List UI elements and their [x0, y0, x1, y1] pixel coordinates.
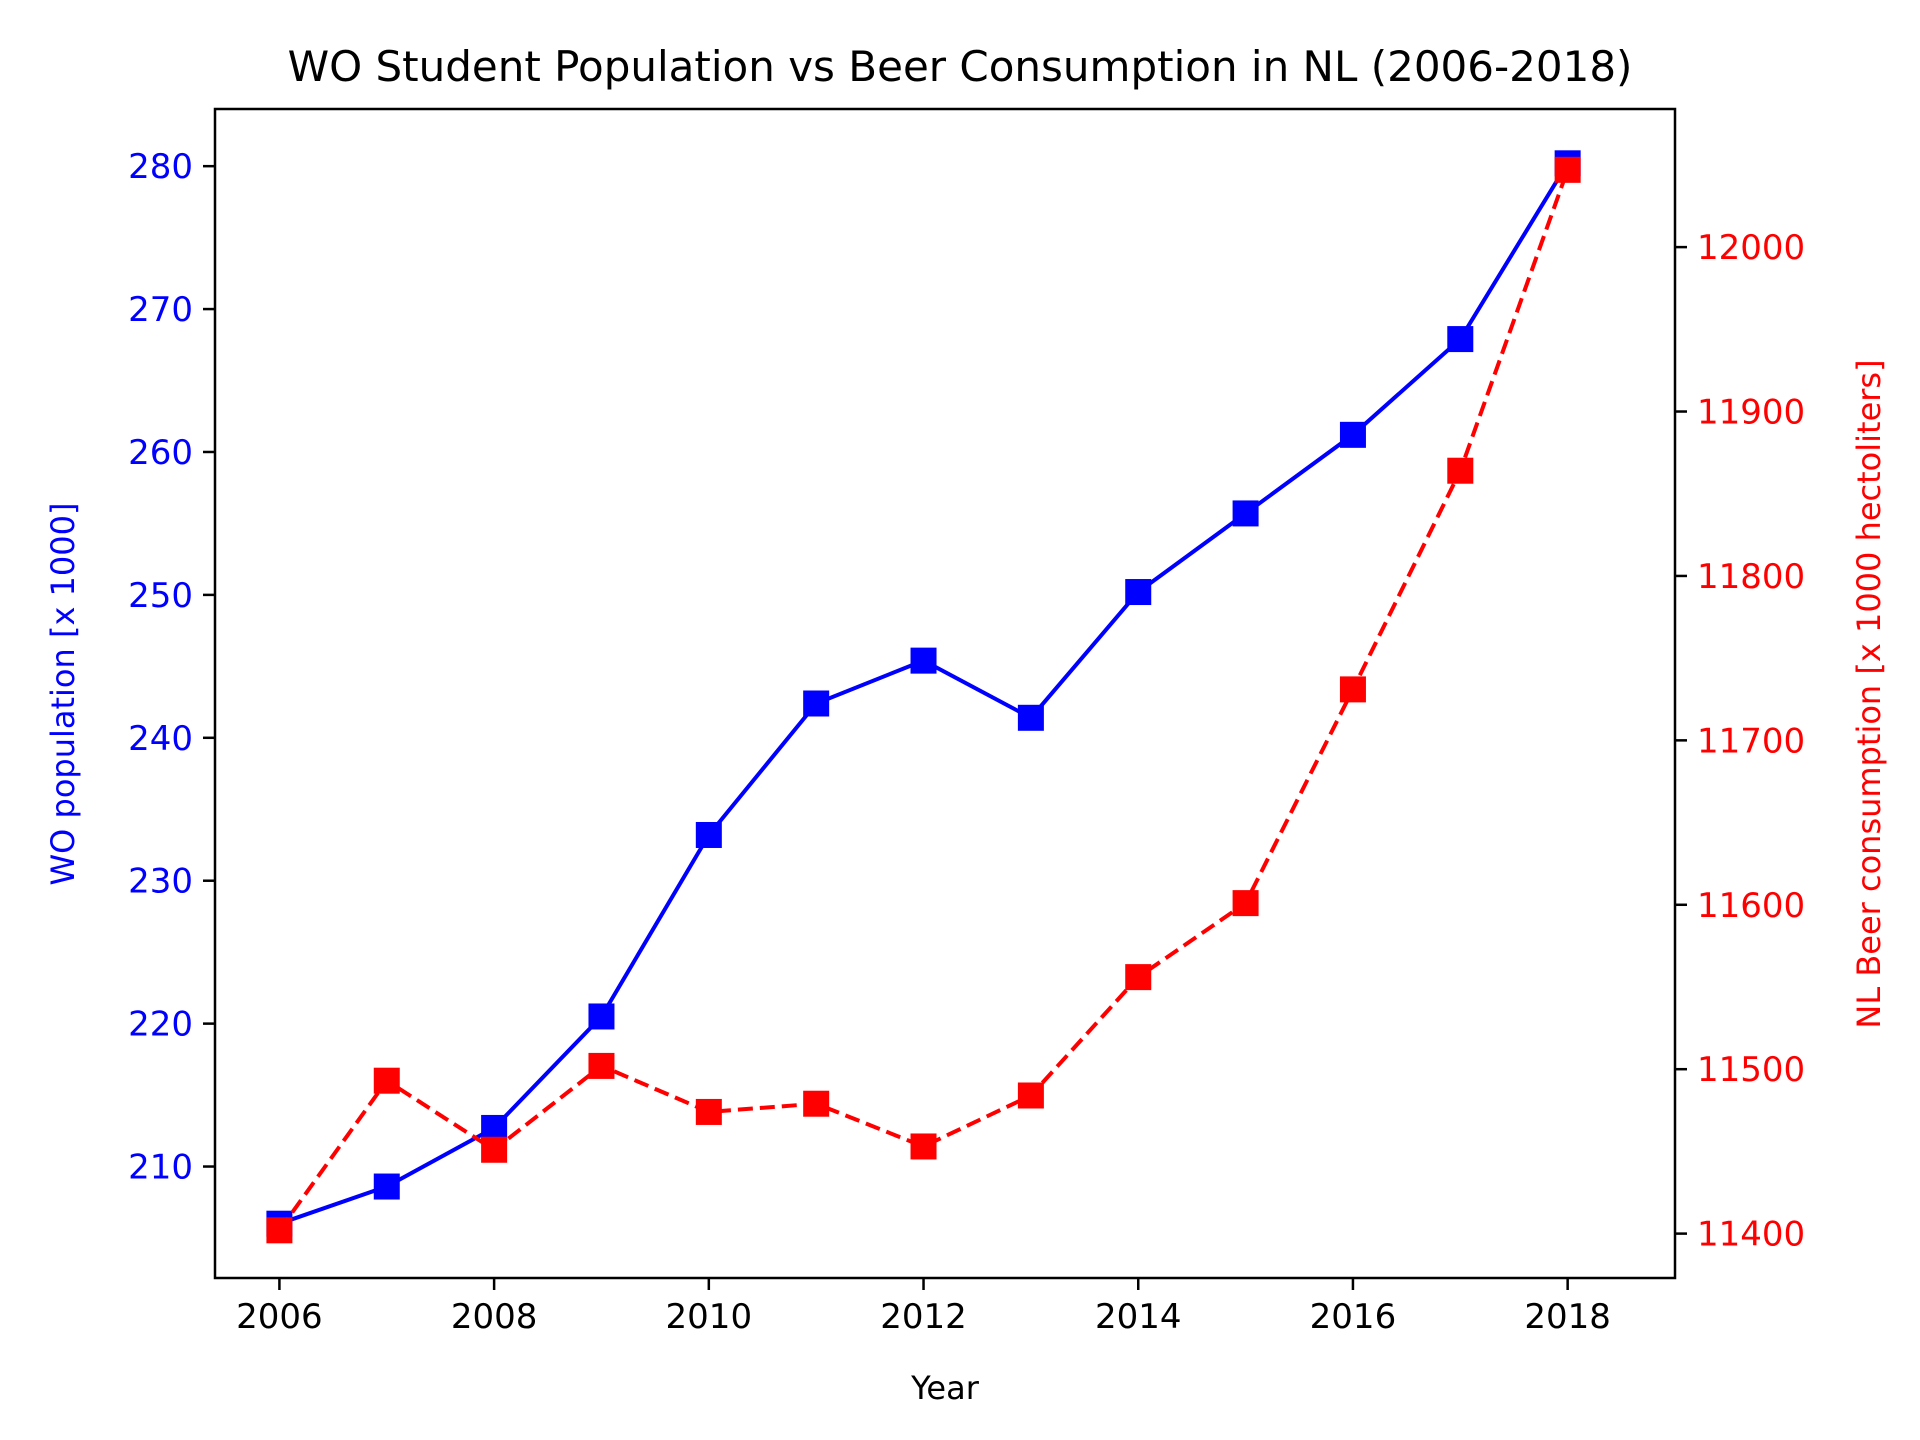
data-point-right: [588, 1052, 615, 1079]
y-left-tick-label: 230: [128, 862, 193, 902]
data-point-left: [1447, 326, 1474, 353]
data-point-left: [373, 1173, 400, 1200]
data-point-left: [910, 647, 937, 674]
y-left-tick-label: 280: [128, 147, 193, 187]
x-axis: 2006 2008 2010 2012 2014 2016 2018: [236, 1278, 1611, 1337]
y-left-tick-label: 260: [128, 433, 193, 473]
x-tick-label: 2012: [880, 1297, 967, 1337]
data-point-right: [1339, 676, 1366, 703]
y-left-tick-label: 220: [128, 1005, 193, 1045]
data-point-left: [695, 821, 722, 848]
data-point-right: [803, 1090, 830, 1117]
data-point-right: [266, 1217, 293, 1244]
data-point-right: [1017, 1082, 1044, 1109]
data-point-left: [803, 690, 830, 717]
data-point-right: [1232, 890, 1259, 917]
y-right-tick-label: 11600: [1697, 886, 1805, 926]
data-point-right: [910, 1133, 937, 1160]
data-point-right: [1125, 964, 1152, 991]
plot-area: [266, 150, 1581, 1244]
y-left-tick-label: 210: [128, 1148, 193, 1188]
data-point-left: [481, 1114, 508, 1141]
y-left-tick-label: 270: [128, 290, 193, 330]
y-right-tick-label: 11800: [1697, 557, 1805, 597]
y-right-tick-label: 11700: [1697, 721, 1805, 761]
y-axis-right: 11400 11500 11600 11700 11800 11900 12000: [1675, 228, 1805, 1255]
series-line-right: [277, 169, 1570, 1232]
data-point-left: [1339, 421, 1366, 448]
data-point-left: [1125, 579, 1152, 606]
chart-title: WO Student Population vs Beer Consumptio…: [288, 42, 1633, 91]
y-axis-right-label: NL Beer consumption [x 1000 hectoliters]: [1850, 359, 1888, 1028]
data-point-right: [481, 1136, 508, 1163]
data-point-left: [1017, 704, 1044, 731]
data-point-left: [588, 1003, 615, 1030]
x-tick-label: 2018: [1524, 1297, 1611, 1337]
data-point-right: [695, 1098, 722, 1125]
data-point-right: [1447, 457, 1474, 484]
x-tick-label: 2016: [1310, 1297, 1397, 1337]
y-right-tick-label: 11400: [1697, 1215, 1805, 1255]
x-axis-label: Year: [910, 1369, 980, 1407]
data-point-right: [373, 1067, 400, 1094]
y-axis-left-label: WO population [x 1000]: [44, 503, 82, 886]
y-left-tick-label: 240: [128, 719, 193, 759]
y-right-tick-label: 11500: [1697, 1050, 1805, 1090]
y-right-tick-label: 11900: [1697, 393, 1805, 433]
y-axis-left: 210 220 230 240 250 260 270 280: [128, 147, 215, 1188]
series-line-left: [278, 162, 1570, 1226]
x-tick-label: 2006: [236, 1297, 323, 1337]
x-tick-label: 2014: [1095, 1297, 1182, 1337]
y-right-tick-label: 12000: [1697, 228, 1805, 268]
y-left-tick-label: 250: [128, 576, 193, 616]
data-point-left: [1232, 500, 1259, 527]
axes-frame: [213, 107, 1677, 1280]
data-point-right: [1554, 156, 1581, 183]
x-tick-label: 2010: [666, 1297, 753, 1337]
x-tick-label: 2008: [451, 1297, 538, 1337]
